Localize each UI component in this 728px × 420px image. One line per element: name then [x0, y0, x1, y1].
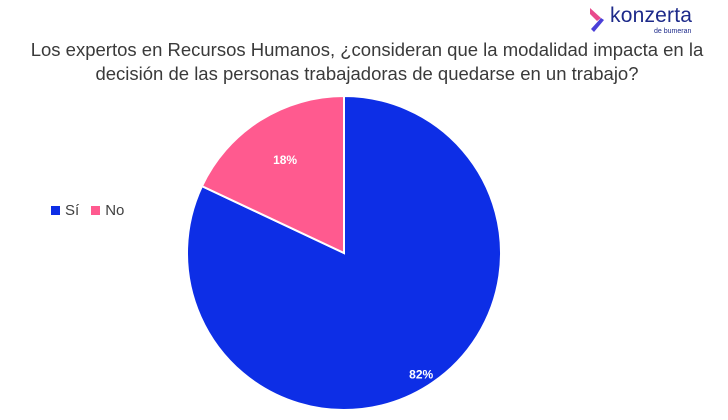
legend-item-no: No: [91, 202, 124, 219]
chart-legend: Sí No: [51, 202, 136, 219]
legend-item-si: Sí: [51, 202, 79, 219]
legend-swatch-si: [51, 206, 60, 215]
logo-wordmark: konzerta: [610, 4, 693, 27]
legend-label-si: Sí: [65, 202, 80, 219]
logo-subtitle: de bumeran: [654, 28, 692, 35]
logo-mark-bottom: [591, 18, 604, 32]
legend-label-no: No: [105, 202, 125, 219]
legend-swatch-no: [91, 206, 101, 215]
pie-slice-no: [200, 94, 345, 255]
data-label-no: 18%: [273, 153, 297, 167]
logo-mark-top: [590, 8, 601, 21]
konzerta-logo: konzerta de bumeran: [588, 4, 708, 38]
data-label-si: 82%: [409, 368, 433, 382]
konzerta-logo-icon: [590, 8, 604, 32]
chart-title: Los expertos en Recursos Humanos, ¿consi…: [30, 39, 704, 84]
